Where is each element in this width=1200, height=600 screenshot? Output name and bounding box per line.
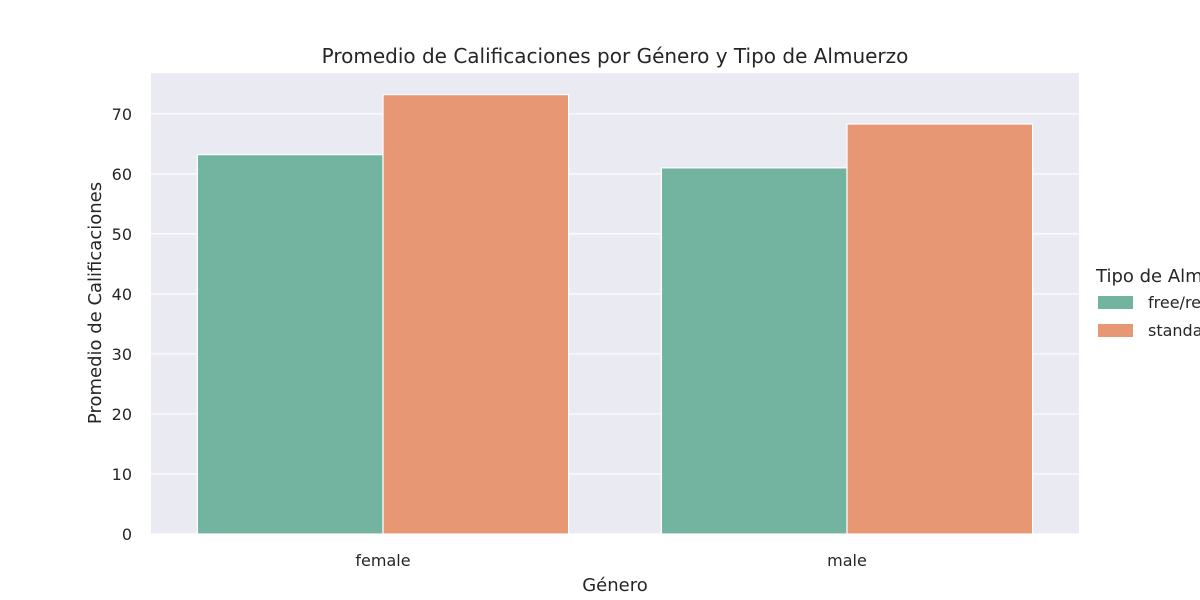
- y-tick-label: 60: [112, 165, 132, 184]
- bars: [196, 94, 1034, 535]
- bar: [660, 167, 848, 535]
- legend: Tipo de Almuerzo free/reduced standard: [1095, 266, 1200, 340]
- chart-title: Promedio de Calificaciones por Género y …: [322, 44, 909, 68]
- y-tick-label: 30: [112, 345, 132, 364]
- y-tick-label: 40: [112, 285, 132, 304]
- legend-swatch: [1098, 296, 1133, 309]
- x-tick-label: male: [827, 551, 867, 570]
- y-tick-label: 0: [122, 525, 132, 544]
- bar: [846, 123, 1034, 535]
- legend-title: Tipo de Almuerzo: [1095, 266, 1200, 287]
- y-tick-label: 10: [112, 465, 132, 484]
- bar: [382, 94, 570, 535]
- x-tick-labels: female male: [355, 551, 866, 570]
- y-tick-label: 50: [112, 225, 132, 244]
- legend-label: standard: [1148, 321, 1200, 340]
- bar: [196, 154, 384, 535]
- y-tick-label: 70: [112, 105, 132, 124]
- legend-label: free/reduced: [1148, 293, 1200, 312]
- y-tick-labels: 0 10 20 30 40 50 60 70: [112, 105, 132, 544]
- x-axis-label: Género: [582, 575, 648, 596]
- y-axis-label: Promedio de Calificaciones: [85, 182, 106, 424]
- x-tick-label: female: [355, 551, 410, 570]
- y-tick-label: 20: [112, 405, 132, 424]
- legend-swatch: [1098, 324, 1133, 337]
